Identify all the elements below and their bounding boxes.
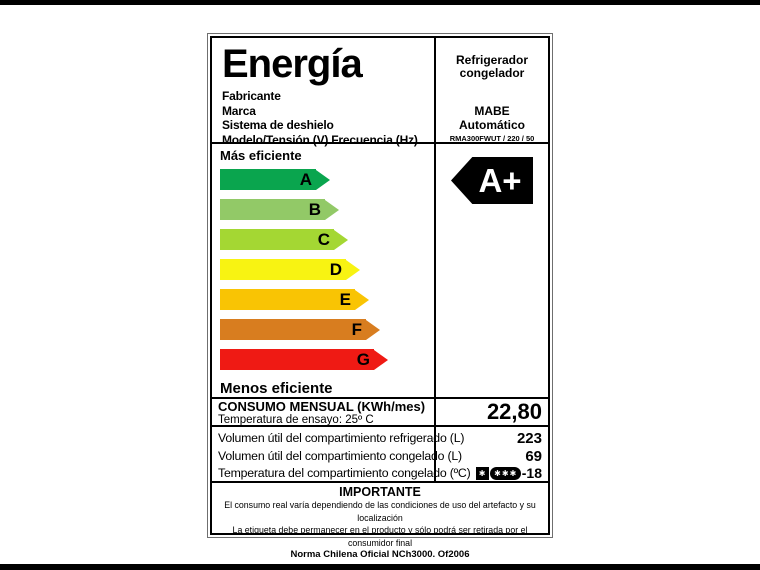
arrow-tip-icon — [325, 199, 339, 220]
grade-arrow-f: F — [220, 319, 434, 340]
consumption-title: CONSUMO MENSUAL (KWh/mes) — [218, 399, 426, 414]
arrow-body: F — [220, 319, 366, 340]
arrow-tip-icon — [334, 229, 348, 250]
one-star-icon: ✱ — [475, 467, 489, 481]
arrow-body: D — [220, 259, 346, 280]
grade-letter: A — [299, 170, 312, 189]
less-efficient-label: Menos eficiente — [220, 380, 333, 397]
product-type-line2: congelador — [459, 66, 525, 80]
freezer-star-rating: ✱ ✱ ✱ ✱ -18 — [436, 465, 542, 483]
bottom-black-strip — [0, 564, 760, 570]
arrow-body: E — [220, 289, 355, 310]
arrow-body: C — [220, 229, 334, 250]
consumption-section: CONSUMO MENSUAL (KWh/mes) Temperatura de… — [212, 399, 548, 427]
header-left: Energía Fabricante Marca Sistema de desh… — [212, 38, 436, 147]
grade-letter: F — [351, 320, 362, 339]
grade-arrow-e: E — [220, 289, 434, 310]
label-title: Energía — [222, 42, 363, 86]
arrow-tip-icon — [346, 259, 360, 280]
grade-letter: D — [329, 260, 342, 279]
product-type-line1: Refrigerador — [455, 53, 529, 67]
header-right: Refrigerador congelador MABE Automático … — [436, 38, 548, 144]
brand-value: MABE — [474, 104, 510, 118]
field-labels: Fabricante Marca Sistema de deshielo Mod… — [222, 89, 432, 147]
grade-arrow-a: A — [220, 169, 434, 190]
three-star-icon: ✱ ✱ ✱ — [489, 467, 521, 481]
detail-value-congelado: 69 — [525, 447, 542, 465]
detail-value-temperatura: -18 — [521, 465, 542, 481]
grade-letter: B — [308, 200, 321, 219]
rating-value: A+ — [478, 162, 522, 199]
field-marca: Marca — [222, 103, 256, 118]
details-section: Volumen útil del compartimiento refriger… — [212, 427, 548, 483]
arrow-body: B — [220, 199, 325, 220]
energy-label-frame: Energía Fabricante Marca Sistema de desh… — [210, 36, 550, 560]
arrow-tip-icon — [316, 169, 330, 190]
detail-label-congelado: Volumen útil del compartimiento congelad… — [218, 448, 462, 463]
detail-label-temperatura: Temperatura del compartimiento congelado… — [218, 466, 471, 480]
grade-arrow-c: C — [220, 229, 434, 250]
important-line2: La etiqueta debe permanecer en el produc… — [232, 525, 528, 548]
grade-letter: E — [339, 290, 351, 309]
field-modelo: Modelo/Tensión (V) Frecuencia (Hz) — [222, 132, 418, 147]
important-section: IMPORTANTE El consumo real varía dependi… — [212, 483, 548, 561]
grade-arrow-b: B — [220, 199, 434, 220]
important-line1: El consumo real varía dependiendo de las… — [224, 500, 536, 523]
rating-column: A+ — [436, 144, 548, 397]
standard-reference: Norma Chilena Oficial NCh3000. Of2006 — [290, 549, 470, 560]
grade-letter: G — [356, 350, 370, 369]
field-deshielo: Sistema de deshielo — [222, 118, 334, 132]
header-section: Energía Fabricante Marca Sistema de desh… — [212, 38, 548, 147]
more-efficient-label: Más eficiente — [220, 148, 302, 163]
consumption-labels: CONSUMO MENSUAL (KWh/mes) Temperatura de… — [212, 399, 436, 426]
grade-arrow-g: G — [220, 349, 434, 370]
detail-label-refrigerado: Volumen útil del compartimiento refriger… — [218, 431, 465, 445]
field-fabricante: Fabricante — [222, 89, 281, 103]
model-value: RMA300FWUT / 220 / 50 — [449, 134, 535, 143]
grade-letter: C — [317, 230, 330, 249]
top-black-strip — [0, 0, 760, 5]
grade-arrow-d: D — [220, 259, 434, 280]
arrow-tip-icon — [355, 289, 369, 310]
arrow-tip-icon — [366, 319, 380, 340]
arrow-body: G — [220, 349, 374, 370]
consumption-value: 22,80 — [486, 399, 542, 424]
detail-value-refrigerado: 223 — [516, 430, 542, 447]
defrost-value: Automático — [459, 118, 525, 132]
important-title: IMPORTANTE — [339, 485, 421, 499]
consumption-test-temp: Temperatura de ensayo: 25º C — [218, 414, 374, 426]
arrow-body: A — [220, 169, 316, 190]
brand-block: MABE Automático RMA300FWUT / 220 / 50 — [436, 104, 548, 143]
details-labels: Volumen útil del compartimiento refriger… — [212, 427, 471, 481]
energy-label: Energía Fabricante Marca Sistema de desh… — [207, 33, 553, 560]
details-values: 223 69 ✱ ✱ ✱ ✱ -18 — [436, 427, 548, 481]
arrow-tip-icon — [374, 349, 388, 370]
rating-badge: A+ — [451, 157, 533, 204]
